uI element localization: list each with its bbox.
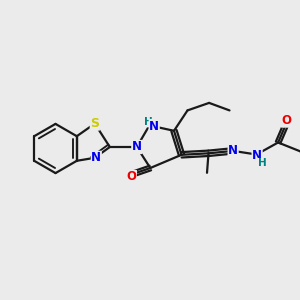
Text: N: N bbox=[132, 140, 142, 154]
Text: O: O bbox=[126, 170, 136, 184]
Text: N: N bbox=[228, 144, 238, 158]
Text: O: O bbox=[281, 114, 292, 127]
Text: N: N bbox=[252, 148, 262, 162]
Text: H: H bbox=[257, 158, 266, 169]
Text: S: S bbox=[90, 117, 99, 130]
Text: N: N bbox=[149, 119, 159, 133]
Text: H: H bbox=[143, 117, 152, 127]
Text: N: N bbox=[91, 151, 101, 164]
